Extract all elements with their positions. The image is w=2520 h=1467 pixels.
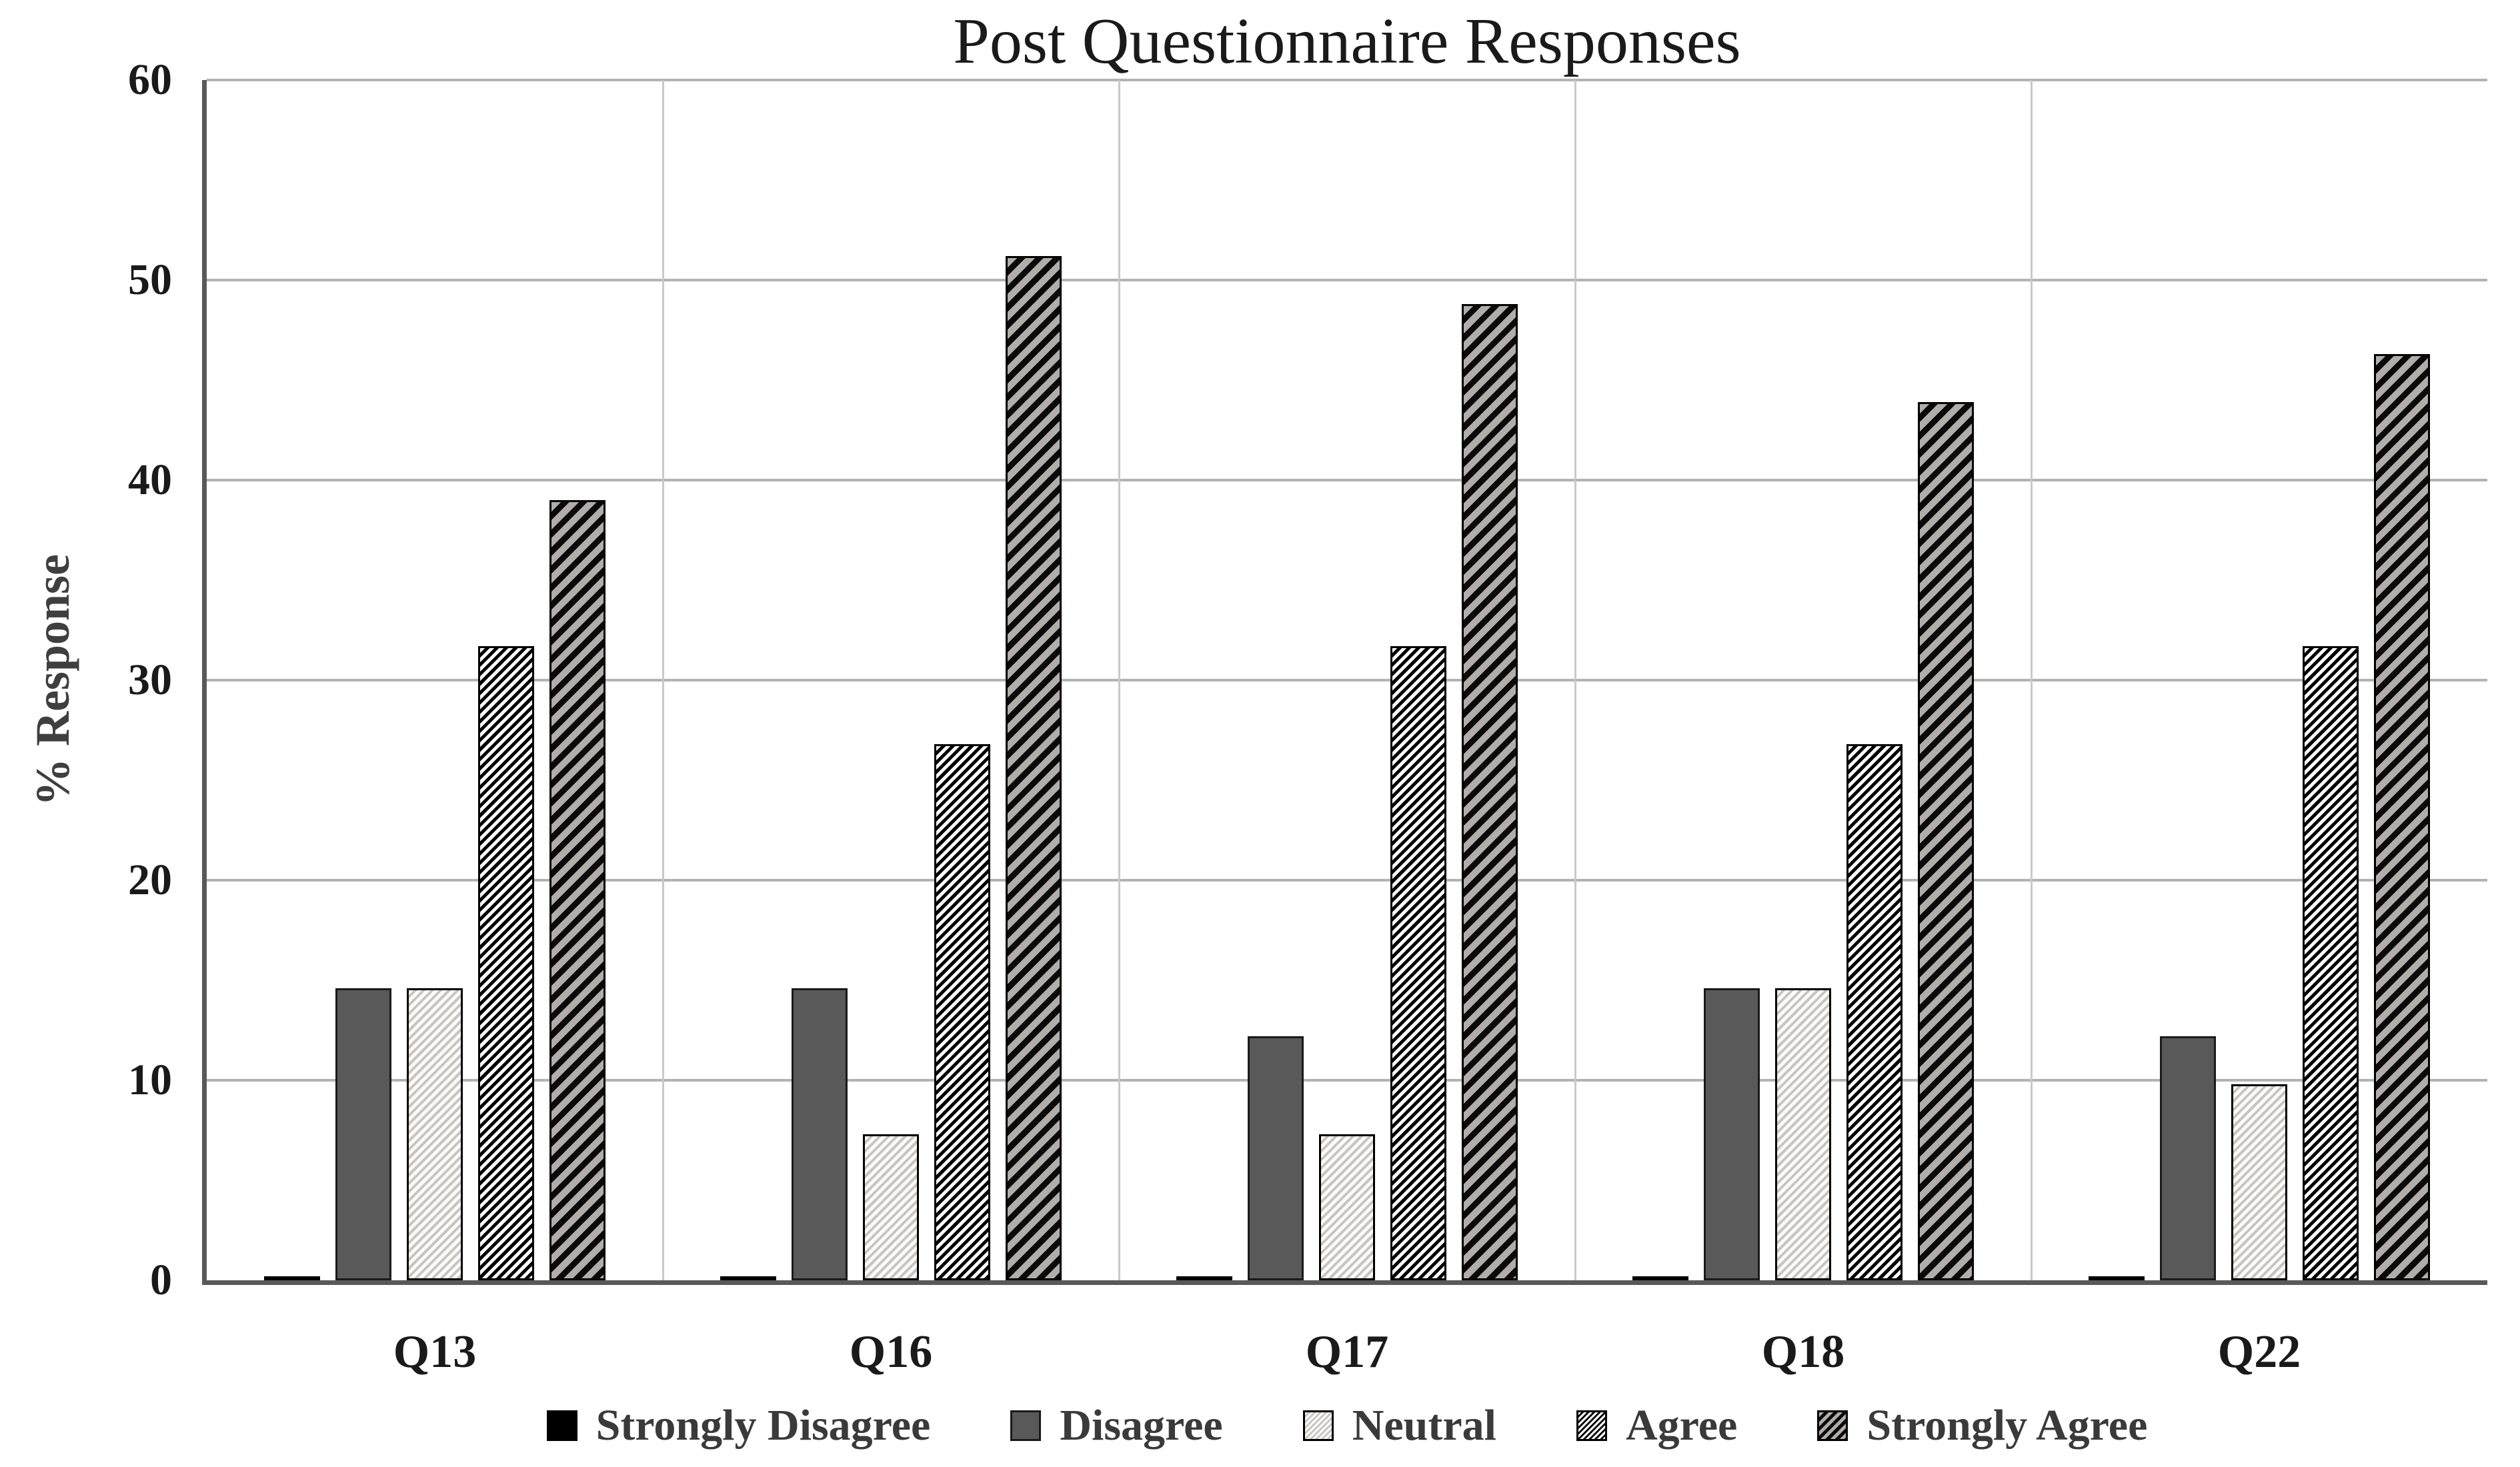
bar-Q17-strongly-agree <box>1462 304 1518 1280</box>
bar-Q22-agree <box>2303 646 2359 1280</box>
bar-Q18-strongly-agree <box>1918 402 1974 1280</box>
gridline-category-boundary <box>2030 80 2033 1280</box>
gridline-category-boundary <box>662 80 664 1280</box>
y-tick-label-60: 60 <box>128 55 172 104</box>
category-group-Q18 <box>1575 80 2031 1280</box>
bar-Q13-strongly-disagree <box>264 1276 320 1280</box>
gridline-category-boundary <box>1574 80 1576 1280</box>
bar-Q17-disagree <box>1248 1036 1304 1280</box>
legend-item-agree: Agree <box>1576 1400 1737 1451</box>
x-category-label-Q16: Q16 <box>849 1326 933 1378</box>
bar-Q18-disagree <box>1704 988 1760 1280</box>
bar-Q13-agree <box>478 646 534 1280</box>
y-tick-label-0: 0 <box>150 1256 172 1304</box>
bar-Q16-strongly-disagree <box>720 1276 776 1280</box>
legend: Strongly Disagree Disagree Neutral Agree Str… <box>207 1392 2487 1459</box>
bar-Q13-neutral <box>407 988 463 1280</box>
hatch-light-swatch-icon <box>1302 1410 1334 1441</box>
gridline-y-50 <box>207 279 2487 281</box>
bar-Q17-strongly-disagree <box>1176 1276 1232 1280</box>
legend-label: Agree <box>1625 1401 1738 1450</box>
y-axis-line <box>202 80 207 1285</box>
category-group-Q16 <box>663 80 1119 1280</box>
gridline-y-30 <box>207 679 2487 681</box>
gridline-y-40 <box>207 479 2487 481</box>
x-category-label-Q18: Q18 <box>1761 1326 1845 1378</box>
stripe-wide-gray-swatch-icon <box>1817 1410 1848 1441</box>
bar-Q16-strongly-agree <box>1006 256 1062 1280</box>
bar-Q22-disagree <box>2160 1036 2216 1280</box>
chart-title: Post Questionnaire Responses <box>953 5 1741 77</box>
x-axis-line <box>202 1280 2487 1285</box>
category-group-Q17 <box>1119 80 1575 1280</box>
bar-Q22-neutral <box>2231 1084 2287 1280</box>
solid-darkgray-swatch-icon <box>1010 1410 1042 1441</box>
solid-black-swatch-icon <box>546 1410 577 1441</box>
bar-Q18-strongly-disagree <box>1632 1276 1688 1280</box>
legend-item-strongly-agree: Strongly Agree <box>1817 1400 2147 1451</box>
legend-label: Strongly Disagree <box>595 1401 931 1450</box>
category-group-Q22 <box>2031 80 2487 1280</box>
bar-Q16-neutral <box>863 1134 919 1280</box>
gridline-category-boundary <box>1118 80 1120 1280</box>
bar-Q18-neutral <box>1775 988 1831 1280</box>
x-category-label-Q13: Q13 <box>393 1326 477 1378</box>
bar-Q18-agree <box>1846 744 1903 1280</box>
bar-Q17-agree <box>1390 646 1446 1280</box>
category-group-Q13 <box>207 80 663 1280</box>
x-category-label-Q17: Q17 <box>1305 1326 1389 1378</box>
x-category-label-Q22: Q22 <box>2217 1326 2301 1378</box>
y-tick-label-50: 50 <box>128 255 172 304</box>
bar-Q16-disagree <box>792 988 848 1280</box>
gridline-y-20 <box>207 879 2487 882</box>
plot-area <box>207 79 2487 1280</box>
legend-item-disagree: Disagree <box>1010 1400 1223 1451</box>
hatch-fine-black-swatch-icon <box>1576 1410 1607 1441</box>
y-tick-label-40: 40 <box>128 455 172 504</box>
y-tick-label-20: 20 <box>128 856 172 904</box>
bar-Q16-agree <box>934 744 990 1280</box>
legend-label: Strongly Agree <box>1866 1401 2148 1450</box>
y-tick-label-10: 10 <box>128 1056 172 1104</box>
legend-label: Disagree <box>1060 1401 1223 1450</box>
legend-label: Neutral <box>1352 1401 1496 1450</box>
y-tick-label-30: 30 <box>128 655 172 704</box>
gridline-y-10 <box>207 1079 2487 1082</box>
bar-Q13-disagree <box>335 988 391 1280</box>
legend-item-strongly-disagree: Strongly Disagree <box>546 1400 931 1451</box>
bar-Q17-neutral <box>1319 1134 1375 1280</box>
gridline-y-60 <box>207 79 2487 81</box>
legend-item-neutral: Neutral <box>1302 1400 1496 1451</box>
bar-Q22-strongly-agree <box>2374 354 2430 1280</box>
bar-Q13-strongly-agree <box>549 500 605 1280</box>
bar-Q22-strongly-disagree <box>2089 1276 2145 1280</box>
